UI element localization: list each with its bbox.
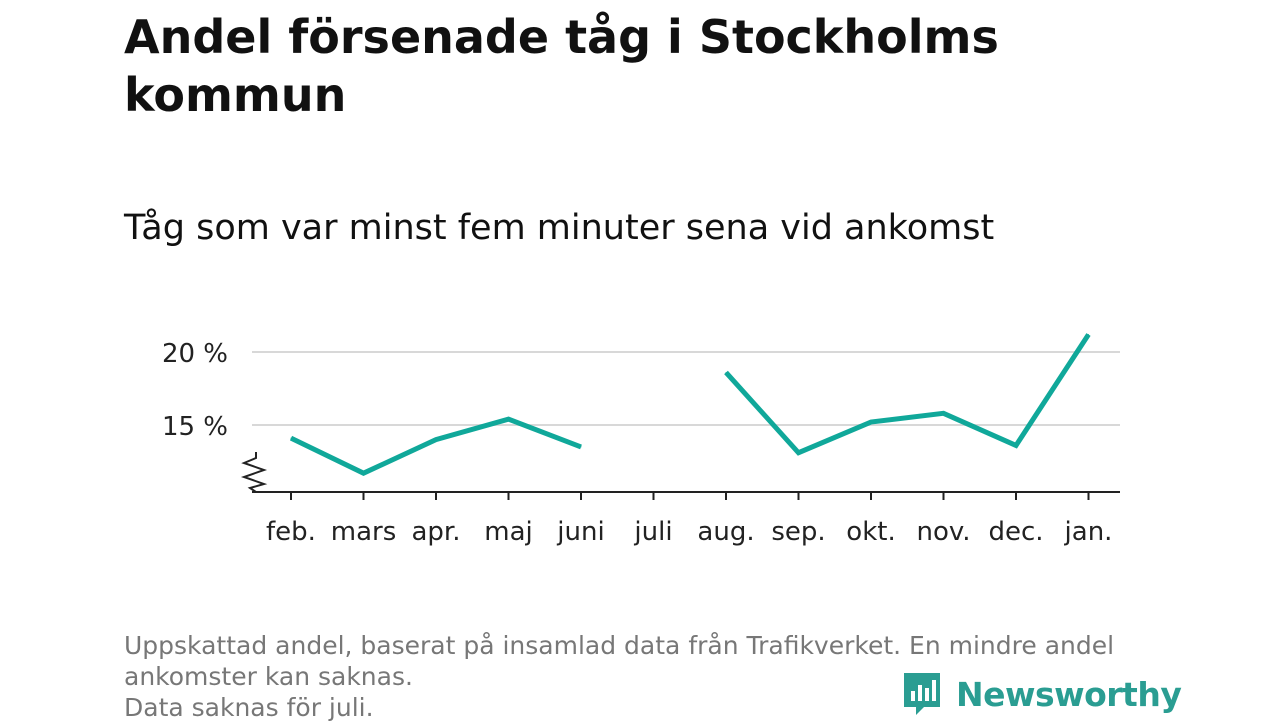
series-line-segment: [724, 333, 1091, 456]
x-tick-label: aug.: [697, 517, 754, 547]
x-tick-label: juni: [556, 517, 604, 547]
series-line-segment: [289, 416, 582, 476]
y-tick-label: 15 %: [162, 412, 228, 442]
data-point: [290, 437, 292, 439]
x-tick-label: sep.: [771, 517, 825, 547]
data-point: [943, 412, 944, 414]
data-point: [798, 452, 799, 454]
newsworthy-logo-icon: [904, 673, 940, 715]
x-tick-label: mars: [331, 517, 397, 547]
footnote-line: Data saknas för juli.: [124, 693, 374, 722]
data-point: [508, 418, 509, 420]
x-tick-label: dec.: [988, 517, 1043, 547]
brand-logo: Newsworthy: [902, 670, 1182, 718]
data-point: [1088, 333, 1089, 335]
x-tick-label: feb.: [266, 517, 316, 547]
brand-name: Newsworthy: [956, 674, 1182, 714]
series-lines: [289, 333, 1091, 476]
x-tick-label: apr.: [411, 517, 460, 547]
y-tick-label: 20 %: [162, 339, 228, 369]
x-axis: [240, 452, 1120, 493]
x-tick-label: juli: [633, 517, 672, 547]
chart-title: Andel försenade tåg i Stockholms kommun: [124, 10, 999, 122]
axis-break-icon: [240, 452, 268, 493]
footnote-line: ankomster kan saknas.: [124, 662, 413, 691]
x-tick-label: nov.: [916, 517, 970, 547]
y-axis-ticks: 15 % 20 %: [162, 339, 228, 442]
x-axis-ticks: feb. mars apr. maj juni juli aug. sep. okt. nov. d…: [266, 492, 1112, 547]
gridlines: [252, 351, 1120, 426]
footnote-line: Uppskattad andel, baserat på insamlad da…: [124, 631, 1115, 660]
chart-subtitle: Tåg som var minst fem minuter sena vid a…: [124, 208, 995, 248]
data-point: [1015, 444, 1017, 446]
data-point: [725, 371, 727, 373]
data-point: [363, 472, 364, 474]
x-tick-label: jan.: [1064, 517, 1113, 547]
data-point: [435, 439, 437, 441]
data-point: [870, 421, 872, 423]
line-chart: 15 % 20 % feb. mars apr. maj juni juli aug. sep.…: [162, 333, 1120, 547]
x-tick-label: maj: [484, 517, 532, 547]
data-point: [580, 446, 582, 448]
x-tick-label: okt.: [846, 517, 895, 547]
footnote: Uppskattad andel, baserat på insamlad da…: [124, 630, 1164, 723]
